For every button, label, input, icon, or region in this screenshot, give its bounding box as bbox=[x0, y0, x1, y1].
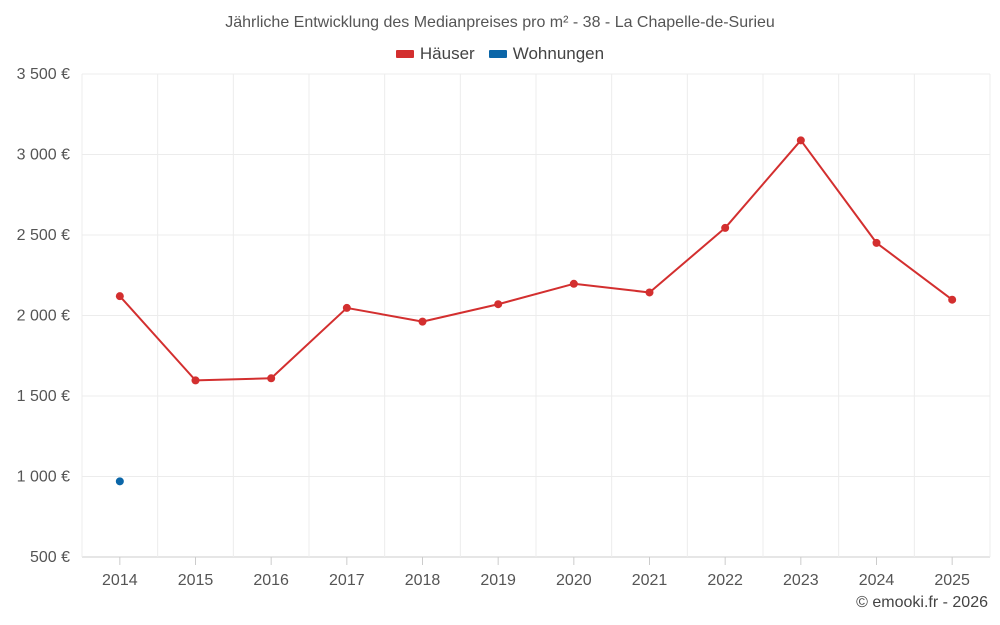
x-tick-label: 2023 bbox=[783, 572, 819, 589]
y-tick-label: 500 € bbox=[30, 549, 70, 566]
x-tick-label: 2015 bbox=[178, 572, 214, 589]
legend-swatch-haeuser bbox=[395, 50, 414, 58]
y-tick-label: 2 000 € bbox=[17, 308, 70, 325]
legend-item-haeuser[interactable]: Häuser bbox=[395, 44, 475, 64]
x-tick-label: 2022 bbox=[707, 572, 743, 589]
data-point-0-2019 bbox=[494, 300, 503, 309]
x-tick-label: 2017 bbox=[329, 572, 365, 589]
x-tick-label: 2021 bbox=[632, 572, 668, 589]
credit-text: © emooki.fr - 2026 bbox=[856, 594, 988, 611]
data-point-0-2014 bbox=[115, 292, 124, 301]
y-tick-label: 2 500 € bbox=[17, 227, 70, 244]
data-point-0-2021 bbox=[645, 288, 654, 297]
x-tick-label: 2024 bbox=[859, 572, 895, 589]
series-line-0 bbox=[119, 139, 953, 382]
data-point-0-2018 bbox=[418, 317, 427, 326]
data-point-0-2016 bbox=[267, 374, 276, 383]
legend: Häuser Wohnungen bbox=[0, 44, 1000, 64]
data-point-0-2017 bbox=[342, 303, 351, 312]
x-tick-label: 2025 bbox=[934, 572, 970, 589]
x-tick-label: 2016 bbox=[253, 572, 289, 589]
data-point-0-2025 bbox=[948, 295, 957, 304]
data-point-0-2024 bbox=[872, 238, 881, 247]
chart-title: Jährliche Entwicklung des Medianpreises … bbox=[225, 14, 775, 31]
legend-label-haeuser: Häuser bbox=[419, 44, 475, 63]
legend-swatch-wohnungen bbox=[488, 50, 507, 58]
data-point-0-2015 bbox=[191, 376, 200, 385]
x-tick-label: 2019 bbox=[480, 572, 516, 589]
x-tick-label: 2014 bbox=[102, 572, 138, 589]
x-tick-label: 2018 bbox=[405, 572, 441, 589]
y-tick-label: 1 500 € bbox=[17, 388, 70, 405]
y-tick-label: 3 500 € bbox=[17, 66, 70, 83]
x-tick-label: 2020 bbox=[556, 572, 592, 589]
data-point-1-2014 bbox=[115, 477, 124, 486]
data-point-0-2023 bbox=[796, 136, 805, 145]
y-tick-label: 1 000 € bbox=[17, 469, 70, 486]
y-tick-label: 3 000 € bbox=[17, 147, 70, 164]
legend-item-wohnungen[interactable]: Wohnungen bbox=[488, 44, 605, 64]
data-point-0-2020 bbox=[569, 279, 578, 288]
data-point-0-2022 bbox=[721, 223, 730, 232]
legend-label-wohnungen: Wohnungen bbox=[512, 44, 605, 63]
